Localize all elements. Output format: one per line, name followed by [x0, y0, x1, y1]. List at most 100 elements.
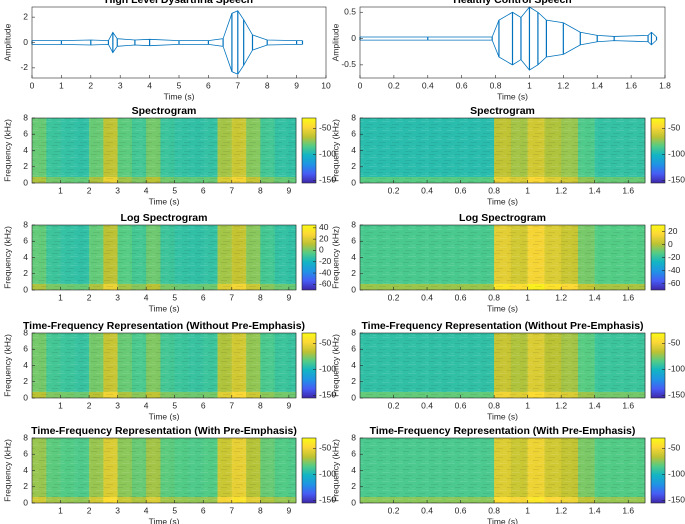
x-tick-label: 8 — [258, 400, 263, 410]
x-tick-label: 7 — [229, 400, 234, 410]
x-tick-label: 0 — [358, 80, 363, 90]
y-tick-label: 0 — [23, 392, 28, 402]
x-tick-label: 3 — [115, 185, 120, 195]
x-tick-label: 1.6 — [622, 185, 634, 195]
colorbar-tick-label: -40 — [319, 267, 332, 277]
chart-title: Healthy Control Speech — [453, 0, 571, 6]
x-tick-label: 0.8 — [490, 80, 502, 90]
x-tick-label: 8 — [258, 505, 263, 515]
x-tick-label: 6 — [201, 400, 206, 410]
chart-title: Spectrogram — [470, 105, 535, 117]
colorbar-tick-label: -50 — [319, 123, 332, 133]
x-tick-label: 1.2 — [557, 80, 569, 90]
y-axis-label: Frequency (kHz) — [330, 119, 340, 182]
x-tick-label: 1.8 — [659, 80, 671, 90]
x-tick-label: 0.6 — [455, 292, 467, 302]
x-tick-label: 0.4 — [422, 80, 434, 90]
x-tick-label: 0.4 — [421, 505, 433, 515]
y-tick-label: 0 — [351, 33, 356, 43]
chart-title: Time-Frequency Representation (With Pre-… — [31, 425, 297, 437]
x-tick-label: 1 — [58, 185, 63, 195]
x-tick-label: 1.6 — [622, 505, 634, 515]
y-axis-label: Frequency (kHz) — [2, 119, 12, 182]
x-tick-label: 7 — [229, 505, 234, 515]
colorbar-tick-label: -60 — [319, 279, 332, 289]
texture — [32, 225, 296, 290]
x-tick-label: 3 — [118, 80, 123, 90]
x-axis-label: Time (s) — [487, 196, 518, 206]
x-tick-label: 0.4 — [421, 400, 433, 410]
lower-envelope — [32, 43, 303, 75]
x-tick-label: 1.4 — [591, 80, 603, 90]
x-tick-label: 8 — [258, 185, 263, 195]
y-tick-label: 4 — [351, 465, 356, 475]
y-tick-label: 0 — [351, 284, 356, 294]
x-tick-label: 0.4 — [421, 292, 433, 302]
x-tick-label: 0.8 — [488, 185, 500, 195]
colorbar-tick-label: -100 — [668, 364, 685, 374]
x-axis-label: Time (s) — [149, 303, 180, 313]
y-tick-label: 4 — [23, 360, 28, 370]
y-tick-label: 0 — [23, 497, 28, 507]
x-tick-label: 1.6 — [622, 292, 634, 302]
x-tick-label: 0.6 — [456, 80, 468, 90]
x-tick-label: 0.8 — [488, 505, 500, 515]
y-tick-label: 6 — [23, 236, 28, 246]
chart-title: Time-Frequency Representation (Without P… — [23, 320, 305, 332]
x-axis-label: Time (s) — [149, 516, 180, 524]
colorbar-tick-label: -100 — [668, 149, 685, 159]
colorbar-tick-label: 40 — [319, 222, 329, 232]
y-axis-label: Frequency (kHz) — [330, 439, 340, 502]
colorbar-tick-label: -50 — [668, 123, 681, 133]
x-tick-label: 1.6 — [625, 80, 637, 90]
x-axis-label: Time (s) — [149, 196, 180, 206]
axes-frame — [359, 6, 666, 79]
x-tick-label: 4 — [147, 80, 152, 90]
colorbar-tick-label: -100 — [668, 469, 685, 479]
y-tick-label: 4 — [351, 252, 356, 262]
x-tick-label: 0.2 — [388, 505, 400, 515]
texture — [360, 438, 645, 503]
x-tick-label: 7 — [229, 185, 234, 195]
y-tick-label: 0 — [23, 284, 28, 294]
x-tick-label: 1.2 — [555, 505, 567, 515]
chart-title: Spectrogram — [132, 105, 197, 117]
x-tick-label: 2 — [87, 505, 92, 515]
colorbar-tick-label: -100 — [319, 149, 336, 159]
x-tick-label: 3 — [115, 292, 120, 302]
y-tick-label: 6 — [351, 449, 356, 459]
colorbar — [301, 332, 317, 399]
x-tick-label: 0.2 — [388, 80, 400, 90]
y-axis-label: Frequency (kHz) — [2, 226, 12, 289]
colorbar-tick-label: 0 — [668, 239, 673, 249]
y-tick-label: 2 — [351, 481, 356, 491]
x-tick-label: 1.6 — [622, 400, 634, 410]
y-tick-label: 8 — [351, 327, 356, 337]
colorbar-tick-label: -50 — [668, 443, 681, 453]
x-tick-label: 0.8 — [488, 400, 500, 410]
y-tick-label: 2 — [23, 481, 28, 491]
x-tick-label: 3 — [115, 400, 120, 410]
x-tick-label: 1.4 — [589, 400, 601, 410]
y-tick-label: 8 — [351, 219, 356, 229]
chart-title: Time-Frequency Representation (Without P… — [361, 320, 643, 332]
x-tick-label: 0 — [30, 80, 35, 90]
y-tick-label: 2 — [23, 376, 28, 386]
y-tick-label: 4 — [23, 145, 28, 155]
colorbar — [301, 117, 317, 184]
y-tick-label: 8 — [351, 112, 356, 122]
x-tick-label: 7 — [235, 80, 240, 90]
x-tick-label: 9 — [286, 400, 291, 410]
x-tick-label: 2 — [88, 80, 93, 90]
chart-title: Log Spectrogram — [121, 212, 208, 224]
x-tick-label: 4 — [144, 292, 149, 302]
y-tick-label: 6 — [23, 449, 28, 459]
colorbar-tick-label: -150 — [668, 390, 685, 400]
x-tick-label: 1.4 — [589, 505, 601, 515]
x-tick-label: 9 — [286, 185, 291, 195]
y-tick-label: 2 — [351, 376, 356, 386]
x-tick-label: 0.2 — [388, 400, 400, 410]
y-tick-label: 2 — [23, 11, 28, 21]
x-tick-label: 5 — [172, 292, 177, 302]
y-tick-label: 2 — [23, 268, 28, 278]
